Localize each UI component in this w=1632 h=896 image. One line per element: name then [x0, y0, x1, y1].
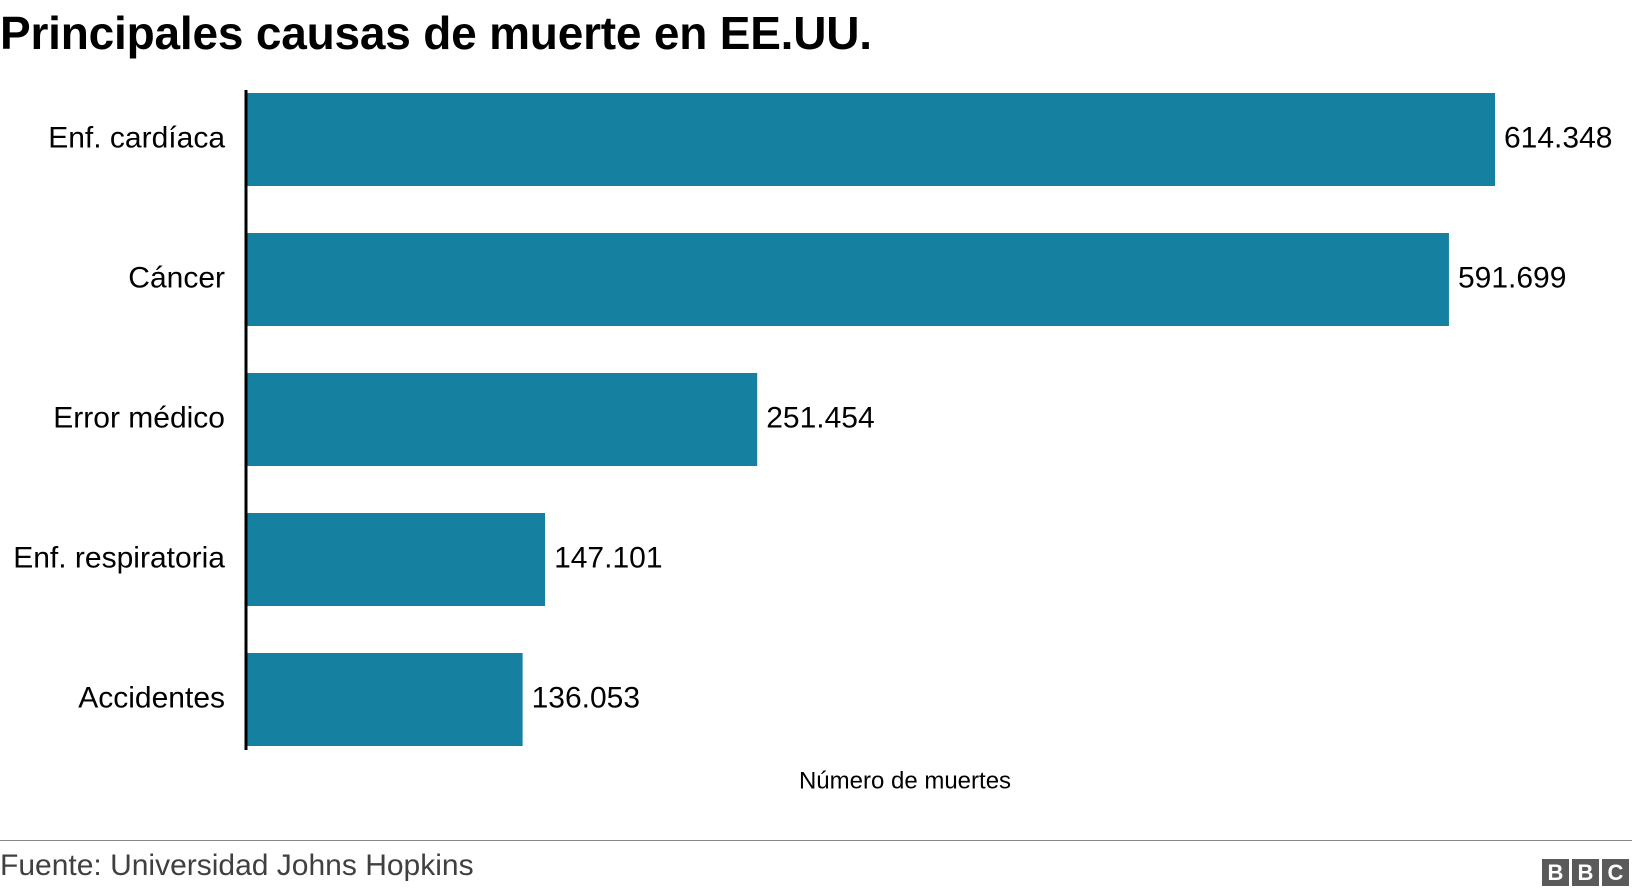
source-note: Fuente: Universidad Johns Hopkins [0, 849, 474, 882]
bar-4 [246, 653, 523, 746]
value-label-0: 614.348 [1504, 121, 1612, 154]
category-label-1: Cáncer [128, 261, 225, 294]
logo-block-c: C [1602, 859, 1629, 886]
value-label-3: 147.101 [554, 541, 662, 574]
value-label-2: 251.454 [766, 401, 874, 434]
bar-3 [246, 513, 546, 606]
bbc-logo: B B C [1542, 859, 1629, 886]
value-label-1: 591.699 [1458, 261, 1566, 294]
chart-title: Principales causas de muerte en EE.UU. [0, 7, 872, 59]
logo-block-b1: B [1542, 859, 1569, 886]
value-label-4: 136.053 [532, 681, 640, 714]
category-label-2: Error médico [53, 401, 225, 434]
bar-chart: Enf. cardíaca 614.348 Cáncer 591.699 Error m… [13, 90, 1612, 794]
bar-1 [246, 233, 1449, 326]
x-axis-label: Número de muertes [799, 767, 1011, 794]
footer-divider [0, 840, 1632, 841]
category-label-4: Accidentes [78, 681, 225, 714]
logo-block-b2: B [1572, 859, 1599, 886]
category-label-0: Enf. cardíaca [48, 121, 225, 154]
category-label-3: Enf. respiratoria [13, 541, 225, 574]
bar-2 [246, 373, 758, 466]
bar-0 [246, 93, 1495, 186]
